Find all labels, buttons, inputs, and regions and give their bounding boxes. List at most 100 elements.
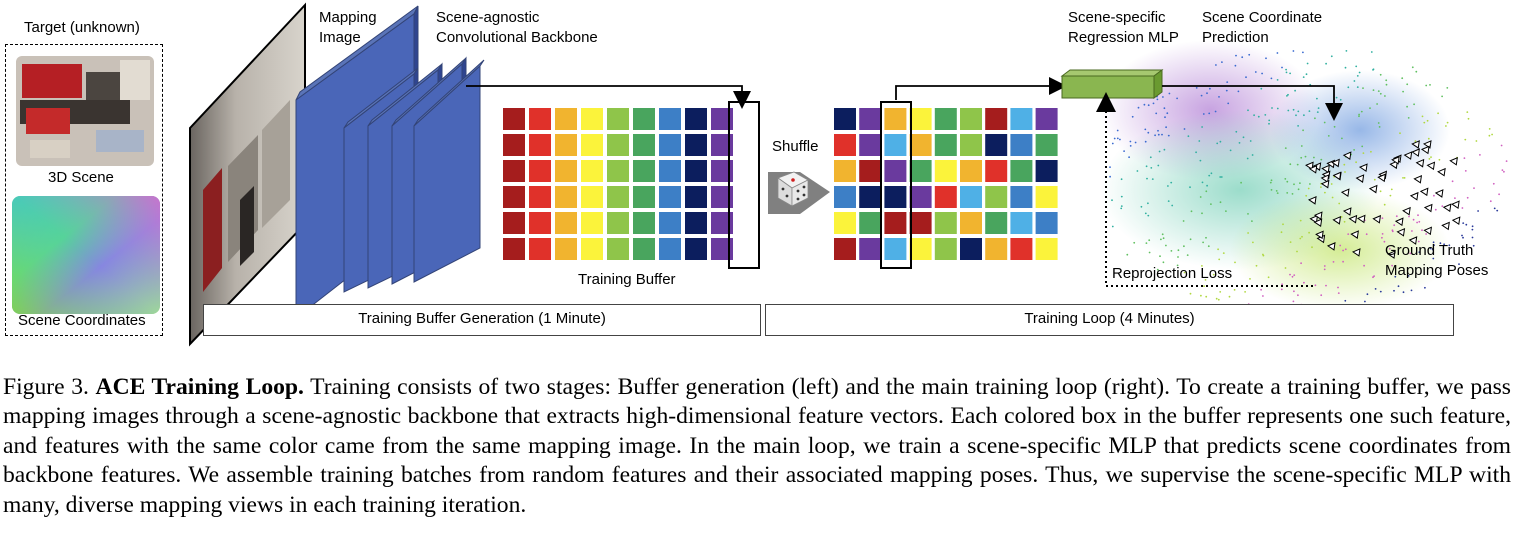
shuffled-buffer-cell [960, 212, 982, 234]
cloud-point [1337, 286, 1339, 289]
cloud-point [1373, 178, 1376, 181]
cloud-point [1390, 188, 1393, 191]
cloud-point [1249, 140, 1252, 142]
shuffled-buffer-cell [834, 186, 856, 208]
cloud-point [1136, 170, 1139, 172]
cloud-point [1437, 112, 1439, 115]
cloud-point [1496, 209, 1499, 212]
cloud-point [1305, 194, 1308, 197]
cloud-point [1492, 182, 1495, 185]
camera-pose-icon [1307, 196, 1317, 205]
cloud-point [1297, 125, 1299, 127]
cloud-point [1432, 257, 1435, 260]
cloud-point [1292, 50, 1295, 52]
cloud-point [1293, 274, 1296, 276]
cloud-point [1269, 181, 1272, 184]
cloud-point [1144, 128, 1147, 131]
mapping-image-label-1: Mapping [319, 9, 377, 26]
cloud-point [1167, 185, 1169, 187]
cloud-point [1316, 111, 1319, 113]
cloud-point [1214, 110, 1217, 113]
buffer-cell [685, 108, 707, 130]
shuffled-buffer-cell [859, 134, 882, 156]
cloud-point [1120, 205, 1123, 208]
cloud-point [1168, 92, 1171, 95]
cloud-point [1338, 202, 1341, 205]
shuffled-buffer-cell [934, 108, 957, 130]
cloud-point [1126, 253, 1129, 256]
cloud-point [1129, 140, 1132, 143]
cloud-point [1424, 286, 1426, 289]
cloud-point [1284, 178, 1287, 180]
shuffled-buffer-cell [859, 160, 882, 182]
cloud-point [1413, 103, 1415, 106]
cloud-point [1395, 215, 1398, 218]
cloud-point [1271, 107, 1273, 109]
cloud-point [1155, 112, 1158, 115]
buffer-cell [555, 134, 577, 156]
buffer-cell [529, 186, 551, 208]
buffer-cell [711, 134, 733, 156]
cloud-point [1166, 112, 1169, 115]
buffer-cell [503, 186, 525, 208]
cloud-point [1285, 71, 1288, 74]
cloud-point [1247, 213, 1249, 215]
cloud-point [1410, 289, 1413, 292]
camera-pose-icon [1350, 230, 1359, 239]
cloud-point [1210, 203, 1212, 206]
buffer-cell [555, 108, 577, 130]
cloud-point [1412, 218, 1415, 221]
cloud-point [1299, 219, 1302, 222]
buffer-cell [685, 134, 707, 156]
cloud-point [1300, 145, 1303, 147]
buffer-cell [633, 212, 655, 234]
cloud-point [1242, 136, 1245, 139]
cloud-point [1219, 176, 1222, 178]
cloud-point [1381, 233, 1384, 235]
cloud-point [1417, 214, 1419, 217]
cloud-point [1429, 247, 1432, 250]
cloud-point [1428, 158, 1431, 160]
cloud-point [1156, 98, 1159, 101]
cloud-point [1289, 72, 1291, 75]
cloud-point [1201, 265, 1203, 267]
cloud-point [1369, 107, 1371, 109]
cloud-point [1289, 163, 1292, 166]
dice-icon [768, 171, 830, 214]
buffer-cell [633, 108, 655, 130]
cloud-point [1342, 260, 1344, 263]
mlp-block [1060, 69, 1164, 99]
cloud-point [1257, 115, 1260, 118]
cloud-point [1370, 150, 1372, 153]
cloud-point [1291, 193, 1294, 195]
buffer-cell [659, 108, 681, 130]
cloud-point [1465, 223, 1468, 226]
cloud-point [1299, 182, 1301, 185]
buffer-cell [685, 186, 707, 208]
cloud-point [1170, 181, 1173, 184]
cloud-point [1397, 285, 1400, 288]
cloud-point [1379, 92, 1382, 95]
cloud-point [1234, 64, 1237, 67]
cloud-point [1467, 117, 1470, 120]
cloud-point [1363, 264, 1365, 267]
cloud-point [1389, 194, 1392, 197]
cloud-point [1471, 228, 1474, 231]
cloud-point [1170, 250, 1173, 252]
cloud-point [1366, 293, 1369, 296]
cloud-point [1320, 158, 1323, 161]
cloud-point [1418, 251, 1421, 254]
cloud-point [1421, 115, 1424, 118]
backbone-blocks [295, 5, 485, 320]
cloud-point [1157, 133, 1160, 136]
cloud-point [1247, 232, 1249, 234]
cloud-point [1209, 87, 1211, 90]
cloud-point [1477, 210, 1479, 212]
cloud-point [1372, 68, 1375, 71]
shuffled-buffer-cell [859, 212, 882, 234]
training-buffer-grid [503, 108, 733, 260]
camera-pose-icon [1368, 184, 1378, 194]
cloud-point [1150, 167, 1153, 169]
camera-pose-icon [1332, 171, 1342, 181]
buffer-cell [659, 134, 681, 156]
